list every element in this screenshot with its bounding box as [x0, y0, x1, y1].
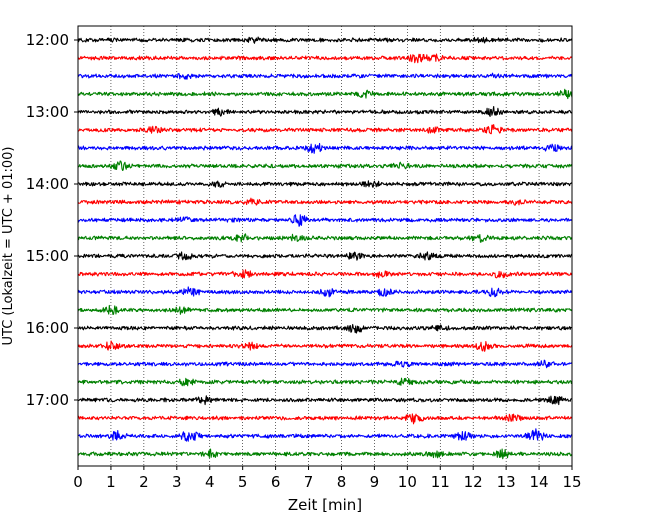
x-tick-label: 12 [464, 473, 483, 491]
seismic-trace-1615 [77, 340, 573, 352]
y-axis-label: UTC (Lokalzeit = UTC + 01:00) [1, 147, 16, 346]
x-axis-ticks: 0 1 2 3 4 5 6 7 8 9 10 11 12 13 14 15 [73, 466, 582, 491]
seismic-trace-1600 [77, 323, 573, 334]
x-axis-label: Zeit [min] [288, 496, 362, 514]
seismic-trace-1745 [77, 448, 573, 460]
seismic-trace-1530 [77, 286, 573, 298]
x-tick-label: 13 [497, 473, 516, 491]
y-tick-label: 16:00 [26, 319, 69, 337]
seismic-trace-1730 [77, 428, 573, 442]
x-tick-label: 0 [73, 473, 83, 491]
vertical-grid [110, 26, 540, 466]
x-tick-label: 8 [337, 473, 347, 491]
x-tick-label: 5 [238, 473, 248, 491]
y-tick-label: 12:00 [26, 31, 69, 49]
x-tick-label: 1 [106, 473, 116, 491]
seismic-trace-1230 [77, 72, 573, 80]
seismic-trace-1630 [77, 359, 573, 369]
x-tick-label: 6 [271, 473, 281, 491]
seismic-trace-1645 [77, 377, 573, 387]
x-tick-label: 2 [139, 473, 149, 491]
seismic-trace-1215 [77, 53, 573, 64]
seismic-trace-1245 [77, 88, 573, 100]
y-tick-label: 14:00 [26, 175, 69, 193]
seismic-trace-1715 [77, 413, 573, 425]
plot-background [78, 26, 572, 466]
seismic-trace-1515 [77, 269, 573, 279]
x-tick-label: 11 [431, 473, 450, 491]
x-tick-label: 9 [370, 473, 380, 491]
seismic-trace-1200 [77, 36, 573, 44]
seismic-trace-1700 [77, 395, 573, 406]
seismic-trace-1330 [77, 142, 573, 154]
plot-frame [77, 25, 573, 467]
x-tick-label: 7 [304, 473, 314, 491]
y-tick-label: 13:00 [26, 103, 69, 121]
x-tick-label: 14 [530, 473, 549, 491]
seismic-trace-1430 [77, 214, 573, 227]
x-tick-label: 10 [398, 473, 417, 491]
x-tick-label: 4 [205, 473, 215, 491]
trace-group [77, 36, 573, 460]
y-tick-label: 17:00 [26, 391, 69, 409]
seismic-trace-1400 [77, 180, 573, 188]
x-tick-label: 3 [172, 473, 182, 491]
seismic-trace-1345 [77, 160, 573, 172]
x-tick-label: 15 [562, 473, 581, 491]
y-tick-label: 15:00 [26, 247, 69, 265]
seismic-trace-1500 [77, 251, 573, 261]
y-axis-ticks: 12:00 13:00 14:00 15:00 16:00 17:00 [26, 31, 78, 409]
seismic-trace-1545 [77, 304, 573, 315]
seismic-trace-1315 [77, 124, 573, 135]
seismic-trace-1300 [77, 106, 573, 117]
seismic-trace-1415 [77, 197, 573, 206]
seismic-trace-1445 [77, 233, 573, 243]
